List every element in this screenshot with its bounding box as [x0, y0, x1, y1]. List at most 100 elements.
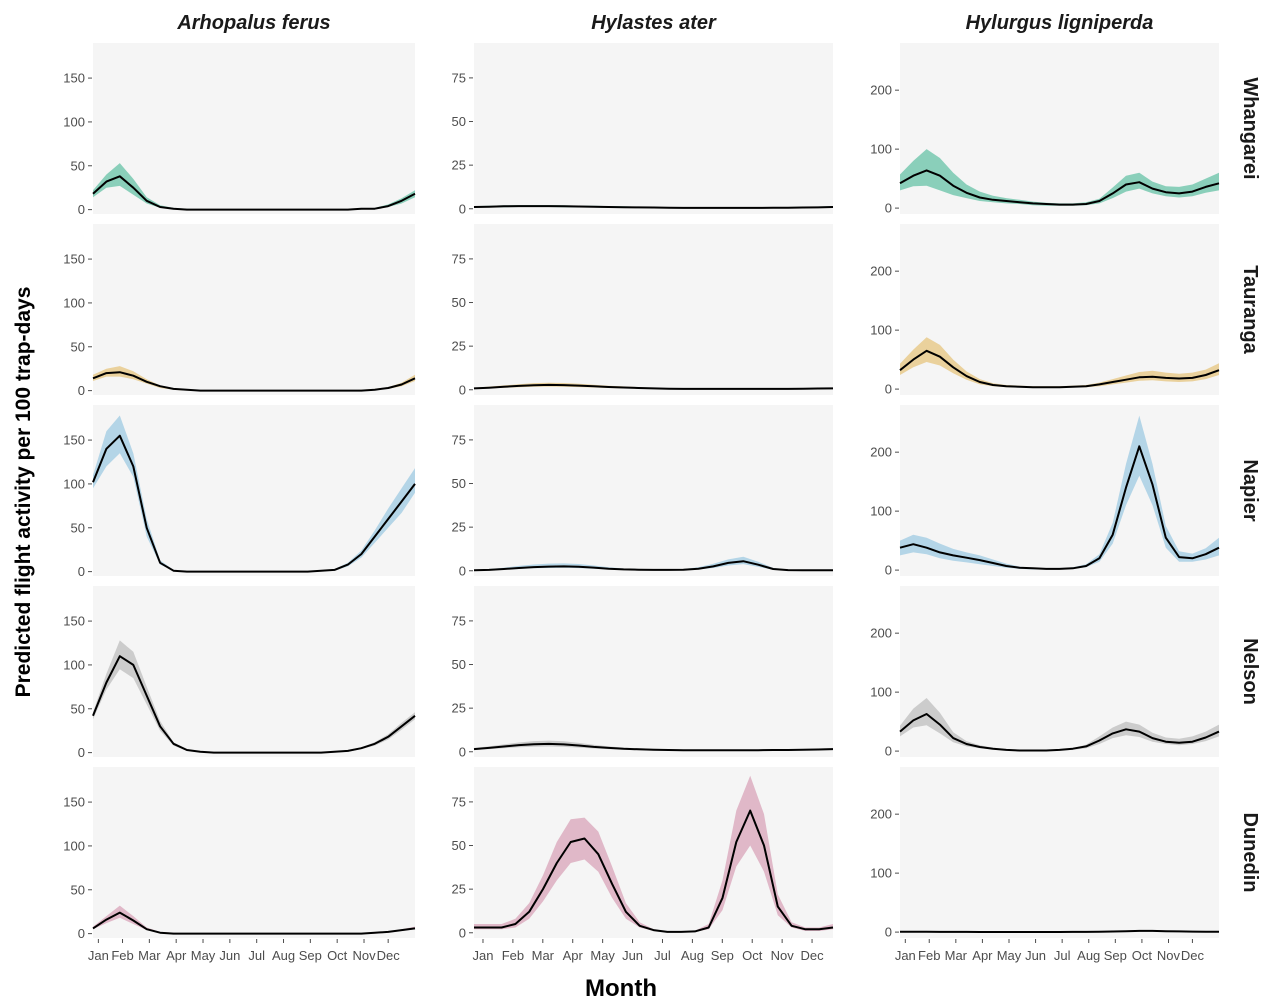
confidence-band: [93, 640, 415, 753]
y-tick-label: 100: [870, 685, 892, 700]
panel-hylurgus-ligniperda-nelson: 0 100 200: [870, 586, 1220, 759]
prediction-line: [899, 169, 1220, 206]
y-tick-label: 100: [870, 866, 892, 881]
row-label-napier: Napier: [1239, 459, 1261, 521]
y-tick-label: 50: [452, 295, 466, 310]
x-tick-label-jan: Jan: [472, 948, 493, 963]
y-tick-label: 50: [71, 158, 85, 173]
x-tick-label-sep: Sep: [299, 948, 322, 963]
prediction-line: [473, 560, 833, 572]
y-tick-label: 50: [71, 520, 85, 535]
panel-hylastes-ater-whangarei: 0 25 50 75: [452, 43, 834, 216]
y-tick-label: 0: [459, 201, 466, 216]
row-label-tauranga: Tauranga: [1239, 265, 1261, 354]
prediction-line: [473, 205, 834, 209]
y-tick-label: 200: [870, 264, 892, 279]
x-tick-label-apr: Apr: [972, 948, 993, 963]
row-label-dunedin: Dunedin: [1239, 813, 1261, 893]
x-tick-label-mar: Mar: [945, 948, 968, 963]
panel-background: [93, 586, 415, 757]
panel-arhopalus-ferus-napier: 0 50 100 150: [63, 405, 416, 579]
y-tick-label: 100: [63, 838, 85, 853]
y-tick-label: 50: [452, 657, 466, 672]
x-tick-label-oct: Oct: [1132, 948, 1153, 963]
panel-background: [900, 586, 1219, 757]
y-tick-label: 50: [452, 838, 466, 853]
y-tick-label: 100: [870, 142, 892, 157]
column-label-hylurgus-ligniperda: Hylurgus ligniperda: [966, 12, 1154, 34]
panel-background: [474, 405, 833, 576]
row-label-whangarei: Whangarei: [1239, 77, 1261, 179]
y-axis-title: Predicted flight activity per 100 trap-d…: [12, 287, 35, 698]
x-tick-label-jul: Jul: [1054, 948, 1071, 963]
panel-hylastes-ater-napier: 0 25 50 75: [452, 405, 833, 578]
y-tick-label: 75: [452, 613, 466, 628]
y-tick-label: 50: [71, 339, 85, 354]
y-tick-label: 100: [870, 323, 892, 338]
confidence-band: [900, 337, 1219, 388]
x-tick-label-may: May: [590, 948, 615, 963]
x-tick-label-jun: Jun: [1025, 948, 1046, 963]
prediction-line: [899, 713, 1220, 752]
confidence-band: [474, 740, 833, 751]
y-tick-label: 200: [870, 83, 892, 98]
panel-background: [900, 767, 1219, 938]
panel-grid: Arhopalus ferus Hylastes ater Hylurgus lig…: [63, 12, 1261, 963]
x-tick-label-feb: Feb: [918, 948, 940, 963]
panel-arhopalus-ferus-dunedin: 0 50 100 150 Jan Feb Mar Apr May Jun Jul Aug Sep Oct N…: [63, 767, 416, 963]
y-tick-label: 25: [452, 520, 466, 535]
y-tick-label: 200: [870, 445, 892, 460]
x-tick-label-may: May: [997, 948, 1022, 963]
y-tick-label: 150: [63, 433, 85, 448]
panel-arhopalus-ferus-tauranga: 0 50 100 150: [63, 224, 416, 398]
y-tick-label: 75: [452, 794, 466, 809]
prediction-line: [92, 911, 416, 935]
x-tick-label-aug: Aug: [272, 948, 295, 963]
y-tick-label: 150: [63, 614, 85, 629]
x-tick-label-jul: Jul: [654, 948, 671, 963]
y-tick-label: 25: [452, 701, 466, 716]
y-tick-label: 200: [870, 807, 892, 822]
x-tick-label-nov: Nov: [352, 948, 376, 963]
y-tick-label: 0: [885, 744, 892, 759]
prediction-line: [899, 445, 1220, 570]
x-tick-label-feb: Feb: [502, 948, 524, 963]
y-tick-label: 0: [78, 745, 85, 760]
prediction-line: [92, 175, 416, 211]
panel-hylastes-ater-tauranga: 0 25 50 75: [452, 224, 834, 397]
x-tick-label-jan: Jan: [895, 948, 916, 963]
row-label-nelson: Nelson: [1239, 638, 1261, 705]
y-tick-label: 0: [78, 383, 85, 398]
panel-hylastes-ater-nelson: 0 25 50 75: [452, 586, 834, 759]
y-tick-label: 75: [452, 432, 466, 447]
panel-hylurgus-ligniperda-napier: 0 100 200: [870, 405, 1220, 578]
y-tick-label: 0: [459, 925, 466, 940]
y-tick-label: 0: [459, 744, 466, 759]
y-tick-label: 50: [452, 114, 466, 129]
prediction-line: [92, 434, 416, 573]
panel-background: [93, 405, 415, 576]
y-tick-label: 50: [452, 476, 466, 491]
panel-background: [474, 586, 833, 757]
prediction-line: [473, 383, 834, 390]
y-tick-label: 100: [870, 504, 892, 519]
x-tick-label-may: May: [191, 948, 216, 963]
confidence-band: [93, 415, 415, 572]
y-tick-label: 150: [63, 795, 85, 810]
confidence-band: [474, 775, 833, 933]
y-tick-label: 0: [459, 563, 466, 578]
y-tick-label: 25: [452, 882, 466, 897]
panel-background: [93, 767, 415, 938]
prediction-line: [92, 371, 416, 392]
x-tick-label-apr: Apr: [563, 948, 584, 963]
y-tick-label: 75: [452, 251, 466, 266]
panel-background: [474, 224, 833, 395]
column-label-arhopalus-ferus: Arhopalus ferus: [176, 12, 330, 34]
x-tick-label-aug: Aug: [1077, 948, 1100, 963]
x-tick-label-jul: Jul: [248, 948, 265, 963]
x-tick-label-apr: Apr: [166, 948, 187, 963]
y-tick-label: 0: [459, 382, 466, 397]
y-tick-label: 150: [63, 252, 85, 267]
y-tick-label: 0: [78, 202, 85, 217]
y-tick-label: 0: [885, 925, 892, 940]
